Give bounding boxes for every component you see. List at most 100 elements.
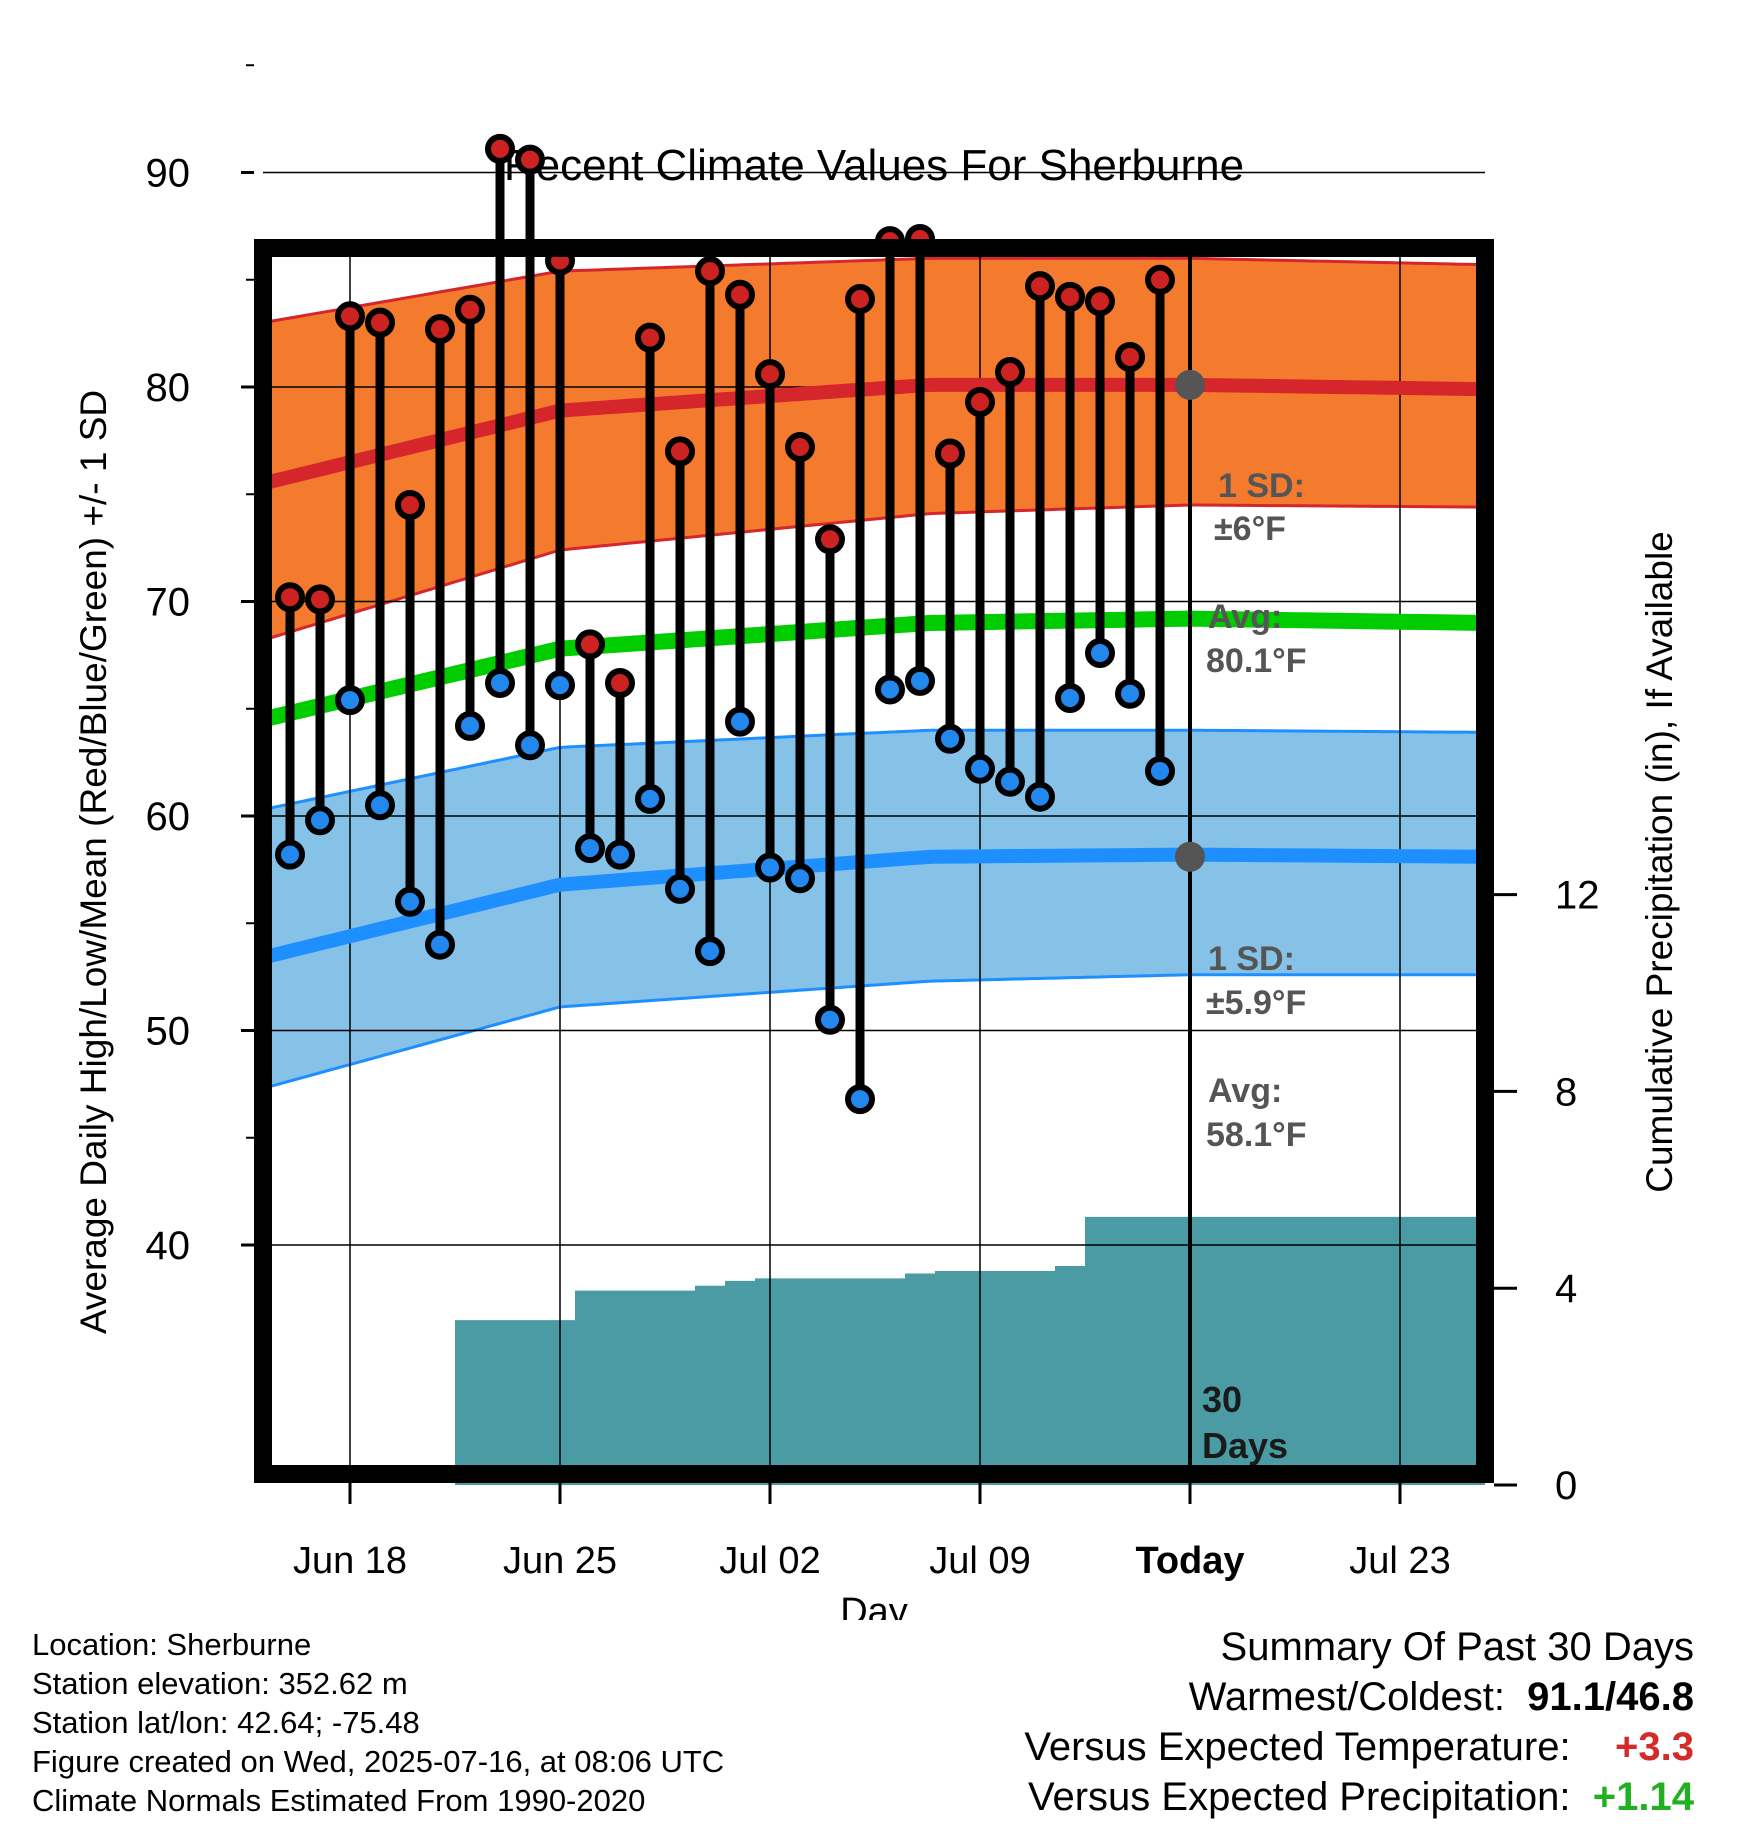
- daily-high-marker: [935, 438, 965, 469]
- daily-high-marker: [485, 133, 515, 164]
- y-right-tick-label: 8: [1555, 1070, 1577, 1114]
- daily-low-marker: [1145, 755, 1175, 786]
- daily-low-marker: [425, 929, 455, 960]
- daily-high-marker: [665, 436, 695, 467]
- daily-low-marker: [1025, 781, 1055, 812]
- daily-high-marker: [755, 359, 785, 390]
- daily-low-marker: [365, 790, 395, 821]
- temp-value: +3.3: [1615, 1725, 1694, 1769]
- normals-text: Climate Normals Estimated From 1990-2020: [32, 1783, 646, 1818]
- daily-high-marker: [515, 144, 545, 175]
- daily-high-marker: [425, 314, 455, 345]
- daily-low-marker: [665, 873, 695, 904]
- y-right-tick-label: 0: [1555, 1464, 1577, 1508]
- daily-high-marker: [785, 432, 815, 463]
- y-left-tick-label: 70: [146, 581, 191, 625]
- daily-high-marker: [275, 582, 305, 613]
- precip-area: [275, 1216, 1485, 1485]
- chart-title: Recent Climate Values For Sherburne: [504, 141, 1244, 190]
- daily-low-marker: [275, 839, 305, 870]
- daily-high-marker: [1085, 286, 1115, 317]
- daily-low-marker: [485, 668, 515, 699]
- temp-label: Versus Expected Temperature:: [1024, 1725, 1571, 1769]
- y-left-tick-label: 50: [146, 1010, 191, 1054]
- daily-low-marker: [335, 685, 365, 716]
- summary-temp: Versus Expected Temperature: +3.3: [1024, 1722, 1694, 1772]
- x-tick-label: Jul 23: [1349, 1540, 1450, 1582]
- days-window-label: 30 Days: [1202, 1379, 1288, 1466]
- daily-high-marker: [725, 279, 755, 310]
- y-axis-left-label: Average Daily High/Low/Mean (Red/Blue/Gr…: [73, 390, 114, 1334]
- daily-high-marker: [635, 322, 665, 353]
- high-sd-label: 1 SD:: [1218, 467, 1305, 505]
- daily-high-marker: [965, 387, 995, 418]
- warm-cold-value: 91.1/46.8: [1527, 1675, 1694, 1719]
- daily-low-marker: [515, 730, 545, 761]
- daily-high-marker: [395, 489, 425, 520]
- daily-low-marker: [845, 1084, 875, 1115]
- location-text: Location: Sherburne: [32, 1627, 312, 1662]
- daily-low-marker: [575, 833, 605, 864]
- daily-high-marker: [1025, 271, 1055, 302]
- daily-high-marker: [995, 356, 1025, 387]
- low-avg-value: 58.1°F: [1206, 1116, 1307, 1154]
- daily-high-marker: [1115, 341, 1145, 372]
- precip-value: +1.14: [1592, 1775, 1694, 1819]
- daily-low-marker: [1115, 678, 1145, 709]
- daily-low-marker: [935, 723, 965, 754]
- daily-low-marker: [455, 710, 485, 741]
- precip-label: Versus Expected Precipitation:: [1028, 1775, 1571, 1819]
- summary-title: Summary Of Past 30 Days: [1220, 1625, 1694, 1669]
- daily-low-marker: [755, 852, 785, 883]
- y-left-tick-label: 60: [146, 795, 191, 839]
- x-tick-label: Jun 18: [293, 1540, 407, 1582]
- elevation-text: Station elevation: 352.62 m: [32, 1666, 408, 1701]
- daily-high-marker: [1145, 264, 1175, 295]
- high-avg-value: 80.1°F: [1206, 642, 1307, 680]
- daily-low-marker: [545, 670, 575, 701]
- y-axis-right-label: Cumulative Precipitation (in), If Availa…: [1639, 531, 1680, 1193]
- y-left-tick-label: 90: [146, 152, 191, 196]
- daily-low-marker: [695, 936, 725, 967]
- y-left-tick-label: 80: [146, 366, 191, 410]
- low-avg-line: [261, 847, 1480, 965]
- daily-low-marker: [1055, 683, 1085, 714]
- low-sd-value: ±5.9°F: [1206, 984, 1306, 1022]
- x-tick-label: Jul 09: [929, 1540, 1030, 1582]
- daily-low-marker: [815, 1004, 845, 1035]
- daily-low-marker: [785, 863, 815, 894]
- daily-high-marker: [365, 307, 395, 338]
- daily-high-marker: [455, 294, 485, 325]
- station-info: Location: Sherburne Station elevation: 3…: [32, 1625, 724, 1820]
- daily-low-marker: [395, 886, 425, 917]
- warm-cold-label: Warmest/Coldest:: [1188, 1675, 1505, 1719]
- daily-low-marker: [1085, 637, 1115, 668]
- precip-fill: [275, 1216, 1485, 1485]
- daily-low-marker: [965, 753, 995, 784]
- today-high-avg-dot: [1175, 369, 1205, 400]
- summary-panel: Summary Of Past 30 Days Warmest/Coldest:…: [1024, 1622, 1694, 1822]
- x-tick-label: Jun 25: [503, 1540, 617, 1582]
- daily-markers: [275, 133, 1175, 1115]
- daily-high-marker: [335, 301, 365, 332]
- annotations: 1 SD: ±6°F Avg: 80.1°F 1 SD: ±5.9°F Avg:…: [1202, 467, 1307, 1466]
- daily-low-marker: [905, 665, 935, 696]
- daily-low-marker: [995, 766, 1025, 797]
- climate-chart: Recent Climate Values For Sherburne 1 SD…: [73, 64, 1680, 1620]
- today-line: [1175, 248, 1205, 1474]
- x-tick-label: Jul 02: [719, 1540, 820, 1582]
- x-tick-label: Today: [1135, 1540, 1244, 1582]
- daily-low-marker: [725, 706, 755, 737]
- daily-high-marker: [305, 584, 335, 615]
- y-left-tick-label: 40: [146, 1224, 191, 1268]
- y-right-tick-label: 4: [1555, 1267, 1577, 1311]
- daily-low-marker: [605, 839, 635, 870]
- plot-frame: [254, 239, 1494, 1483]
- daily-low-marker: [305, 805, 335, 836]
- high-avg-label: Avg:: [1208, 598, 1282, 636]
- y-right-tick-label: 12: [1555, 874, 1600, 918]
- x-axis-label: Day: [840, 1591, 908, 1620]
- daily-high-marker: [1055, 281, 1085, 312]
- axes: 40 50 60 70 80 90 0 4 8 12 Jun 18 Jun 25 Jul 02 Jul 0…: [146, 64, 1600, 1582]
- high-sd-value: ±6°F: [1214, 510, 1286, 548]
